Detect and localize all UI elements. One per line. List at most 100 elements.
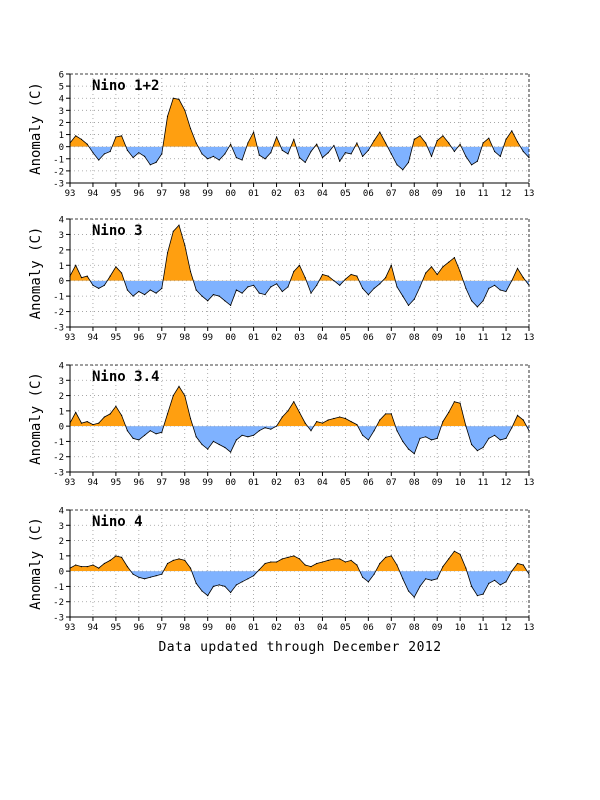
data-point: [132, 437, 134, 439]
data-point: [253, 284, 255, 286]
data-point: [270, 561, 272, 563]
data-point: [189, 127, 192, 130]
y-tick-label: 1: [59, 552, 64, 562]
data-point: [195, 436, 197, 438]
data-point: [436, 578, 438, 580]
data-point: [121, 135, 123, 137]
x-tick-label: 96: [133, 333, 144, 343]
x-tick-label: 00: [225, 333, 236, 343]
data-point: [494, 434, 496, 436]
data-point: [287, 556, 289, 559]
x-tick-label: 97: [156, 623, 167, 633]
data-point: [471, 443, 473, 446]
x-tick-label: 99: [202, 333, 213, 343]
chart-title: Nino 1+2: [92, 78, 159, 94]
y-tick-label: 2: [59, 537, 64, 547]
data-point: [367, 439, 369, 441]
data-point: [373, 573, 375, 575]
data-point: [327, 152, 329, 154]
data-point: [379, 562, 381, 565]
data-point: [356, 142, 358, 144]
data-point: [333, 144, 335, 147]
data-point: [207, 158, 209, 160]
data-point: [178, 224, 180, 226]
data-point: [425, 436, 427, 438]
series-area-positive: [70, 551, 529, 572]
data-point: [92, 564, 94, 566]
series-area-negative: [90, 280, 529, 307]
data-point: [448, 261, 450, 263]
data-point: [276, 561, 278, 563]
data-point: [98, 159, 100, 161]
y-tick-label: 2: [59, 119, 64, 129]
x-tick-label: 12: [501, 189, 512, 199]
y-tick-label: 4: [59, 95, 64, 105]
x-tick-label: 07: [386, 189, 397, 199]
data-point: [482, 446, 484, 449]
x-tick-label: 01: [248, 189, 259, 199]
data-point: [132, 295, 134, 297]
data-point: [218, 584, 220, 586]
data-point: [281, 416, 283, 418]
y-tick-label: -2: [53, 598, 64, 608]
data-point: [144, 434, 146, 436]
data-point: [80, 138, 83, 140]
data-point: [184, 395, 186, 397]
data-point: [201, 443, 203, 446]
x-tick-label: 05: [340, 623, 351, 633]
data-point: [511, 427, 513, 429]
y-tick-label: -3: [53, 324, 64, 334]
data-point: [276, 283, 278, 285]
data-point: [321, 157, 324, 159]
data-point: [396, 286, 398, 288]
data-point: [459, 402, 461, 404]
data-point: [247, 578, 249, 580]
data-point: [471, 585, 473, 588]
data-point: [276, 425, 278, 427]
data-point: [367, 294, 369, 296]
x-tick-label: 07: [386, 478, 397, 488]
x-tick-label: 11: [478, 623, 489, 633]
x-tick-label: 96: [133, 478, 144, 488]
data-point: [109, 275, 111, 277]
data-point: [212, 155, 214, 157]
data-point: [430, 266, 433, 268]
y-tick-label: 2: [59, 392, 64, 402]
data-point: [149, 430, 151, 432]
data-point: [339, 558, 341, 560]
x-tick-label: 98: [179, 189, 190, 199]
data-point: [189, 417, 192, 420]
series-area-positive: [70, 386, 529, 427]
y-axis-label: Anomaly (C): [28, 372, 44, 465]
data-point: [224, 300, 226, 302]
data-point: [321, 273, 324, 276]
data-point: [115, 266, 117, 268]
data-point: [316, 284, 318, 286]
data-point: [385, 556, 387, 559]
y-axis-label: Anomaly (C): [28, 227, 44, 320]
data-point: [115, 136, 117, 138]
data-point: [92, 152, 94, 154]
y-tick-label: 4: [59, 216, 64, 226]
data-point: [316, 143, 318, 145]
data-point: [103, 153, 105, 155]
data-point: [316, 421, 318, 423]
data-point: [522, 150, 524, 153]
data-point: [476, 160, 478, 162]
data-point: [516, 414, 519, 416]
data-point: [522, 277, 524, 279]
x-tick-label: 12: [501, 478, 512, 488]
data-point: [166, 413, 169, 415]
data-point: [367, 149, 369, 151]
data-point: [304, 277, 306, 279]
data-point: [195, 142, 197, 144]
data-point: [218, 295, 220, 297]
data-point: [224, 585, 226, 588]
data-point: [75, 264, 77, 266]
data-point: [499, 289, 501, 291]
data-point: [161, 153, 163, 155]
x-tick-label: 08: [409, 333, 420, 343]
x-tick-label: 94: [88, 189, 99, 199]
